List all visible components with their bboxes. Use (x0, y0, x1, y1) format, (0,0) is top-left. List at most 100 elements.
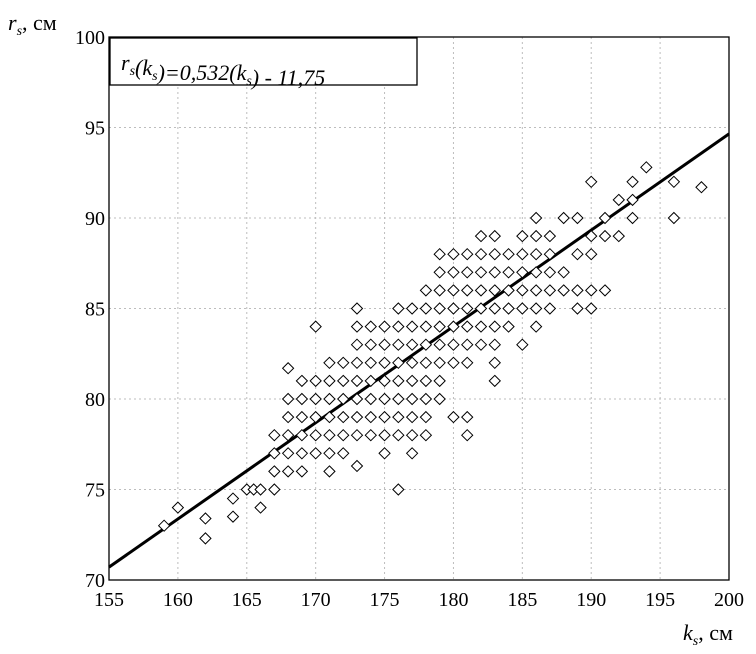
data-point (571, 284, 584, 297)
data-point (557, 266, 570, 279)
data-point (640, 161, 653, 174)
data-point (350, 410, 364, 424)
data-point (392, 320, 405, 333)
data-point (323, 447, 336, 460)
data-point (350, 428, 364, 442)
data-point (543, 302, 557, 315)
x-tick-label: 170 (301, 589, 331, 611)
data-point (392, 392, 405, 406)
data-point (598, 229, 612, 243)
equation-subscript: s (152, 69, 158, 84)
data-point (268, 428, 281, 442)
data-point (461, 284, 474, 297)
data-point (516, 229, 529, 243)
data-point (295, 374, 309, 388)
data-point (502, 320, 515, 333)
y-tick-labels: 70 75 80 85 90 95 100 (75, 27, 105, 592)
data-point (378, 320, 391, 333)
equation-subscript: s (130, 64, 136, 79)
data-point (612, 229, 625, 243)
data-point (474, 229, 488, 243)
data-point (157, 519, 171, 532)
data-point (529, 229, 543, 243)
data-point (295, 392, 309, 406)
data-point (405, 392, 419, 406)
data-point (447, 410, 460, 424)
data-point (461, 410, 474, 424)
x-tick-label: 175 (370, 589, 400, 611)
data-point (557, 284, 570, 297)
data-point (626, 211, 639, 225)
data-point (350, 320, 364, 333)
data-point (529, 266, 543, 279)
data-point (502, 302, 515, 315)
y-tick-label: 90 (85, 208, 105, 230)
data-point (461, 247, 474, 261)
equation-segment: k (237, 60, 248, 85)
data-point (529, 284, 543, 297)
data-point (295, 428, 309, 442)
data-point (378, 428, 391, 442)
data-point (350, 459, 364, 473)
x-axis-label: ks, см (683, 620, 733, 649)
data-point (281, 428, 295, 442)
data-point (502, 284, 515, 297)
data-point (502, 266, 515, 279)
data-point (405, 302, 419, 315)
y-tick-label: 75 (85, 480, 105, 502)
data-point (598, 211, 612, 225)
data-point (337, 356, 350, 370)
data-point (405, 356, 419, 370)
data-point (337, 374, 350, 388)
data-point (309, 447, 322, 460)
data-point (281, 447, 295, 460)
x-axis-label-unit: , см (698, 620, 733, 645)
data-point (461, 266, 474, 279)
data-point (598, 284, 612, 297)
data-point (323, 392, 336, 406)
data-point (378, 338, 391, 351)
data-point (626, 175, 639, 189)
data-point (281, 410, 295, 424)
data-point (392, 338, 405, 351)
y-tick-label: 100 (75, 27, 105, 49)
x-axis-label-main: k (683, 620, 694, 645)
x-tick-label: 165 (232, 589, 262, 611)
data-point (585, 302, 598, 315)
data-point (585, 284, 598, 297)
data-point (350, 392, 364, 406)
data-point (474, 302, 488, 315)
data-point (309, 428, 322, 442)
data-point (488, 247, 501, 261)
y-axis-label-unit: , см (22, 10, 57, 35)
data-point (323, 465, 336, 478)
data-point (378, 374, 391, 388)
data-points (157, 161, 708, 545)
data-point (295, 447, 309, 460)
data-point (529, 320, 543, 333)
data-point (419, 320, 433, 333)
data-point (488, 302, 501, 315)
data-point (461, 356, 474, 370)
data-point (309, 410, 322, 424)
data-point (171, 501, 185, 514)
data-point (337, 447, 350, 460)
x-tick-label: 200 (714, 589, 744, 611)
data-point (516, 284, 529, 297)
data-point (571, 247, 584, 261)
data-point (433, 302, 446, 315)
data-point (433, 284, 446, 297)
plot-frame (108, 36, 730, 581)
data-point (364, 410, 377, 424)
data-point (350, 356, 364, 370)
data-point (364, 356, 377, 370)
data-point (392, 428, 405, 442)
data-point (364, 374, 377, 388)
data-point (474, 266, 488, 279)
data-point (419, 410, 433, 424)
data-point (337, 410, 350, 424)
x-tick-label: 160 (163, 589, 193, 611)
data-point (488, 338, 501, 351)
data-point (447, 302, 460, 315)
data-point (364, 428, 377, 442)
